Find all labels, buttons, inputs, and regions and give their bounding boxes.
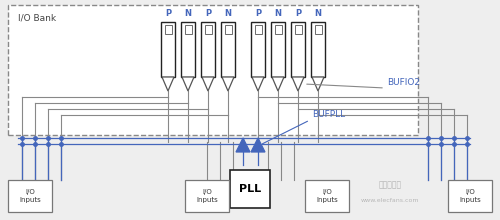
Bar <box>164 25 172 34</box>
Text: 电子发烧友: 电子发烧友 <box>378 180 402 189</box>
Text: N: N <box>224 9 232 18</box>
Text: N: N <box>314 9 322 18</box>
Polygon shape <box>222 77 234 91</box>
Bar <box>254 25 262 34</box>
Polygon shape <box>182 77 194 91</box>
Polygon shape <box>312 77 324 91</box>
Bar <box>305 180 349 212</box>
Bar <box>8 5 418 135</box>
Polygon shape <box>236 138 250 152</box>
Bar <box>184 25 192 34</box>
Text: P: P <box>295 9 301 18</box>
Polygon shape <box>292 77 304 91</box>
Bar <box>314 25 322 34</box>
Text: P: P <box>255 9 261 18</box>
Polygon shape <box>162 77 174 91</box>
Bar <box>204 25 212 34</box>
Bar <box>271 22 285 77</box>
Text: N: N <box>274 9 281 18</box>
Bar <box>448 180 492 212</box>
Bar <box>274 25 281 34</box>
Polygon shape <box>251 138 265 152</box>
Bar <box>251 22 265 77</box>
Bar <box>311 22 325 77</box>
Text: N: N <box>184 9 192 18</box>
Bar <box>291 22 305 77</box>
Bar <box>185 180 229 212</box>
Text: BUFPLL: BUFPLL <box>312 110 345 119</box>
Text: I/O
Inputs: I/O Inputs <box>316 189 338 203</box>
Bar <box>181 22 195 77</box>
Polygon shape <box>272 77 284 91</box>
Text: I/O
Inputs: I/O Inputs <box>19 189 41 203</box>
Bar <box>201 22 215 77</box>
Polygon shape <box>202 77 214 91</box>
Bar <box>161 22 175 77</box>
Bar <box>8 180 52 212</box>
Polygon shape <box>252 77 264 91</box>
Text: I/O
Inputs: I/O Inputs <box>459 189 481 203</box>
Text: P: P <box>165 9 171 18</box>
Text: PLL: PLL <box>239 184 261 194</box>
Bar <box>224 25 232 34</box>
Text: BUFIO2: BUFIO2 <box>387 78 420 87</box>
Bar <box>294 25 302 34</box>
Text: I/O
Inputs: I/O Inputs <box>196 189 218 203</box>
Text: www.elecfans.com: www.elecfans.com <box>361 198 419 202</box>
Bar <box>230 170 270 208</box>
Text: P: P <box>205 9 211 18</box>
Text: I/O Bank: I/O Bank <box>18 13 56 22</box>
Bar <box>221 22 235 77</box>
